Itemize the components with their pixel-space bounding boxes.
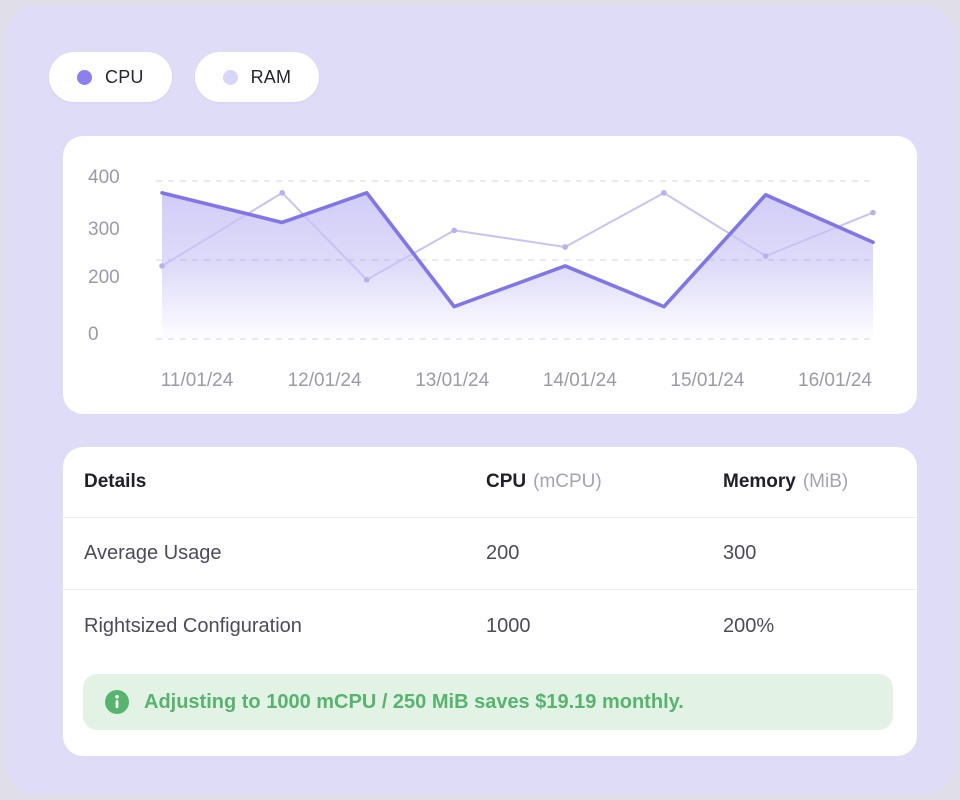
row-label: Average Usage bbox=[84, 542, 222, 564]
info-icon bbox=[105, 690, 129, 714]
x-axis-tick-label: 11/01/24 bbox=[161, 370, 234, 391]
legend-chip-ram-label: RAM bbox=[250, 66, 292, 87]
ram-point-marker bbox=[363, 276, 370, 283]
x-axis-tick-label: 14/01/24 bbox=[543, 370, 617, 391]
cpu-series-dot-icon bbox=[77, 69, 92, 85]
savings-banner: Adjusting to 1000 mCPU / 250 MiB saves $… bbox=[83, 674, 893, 730]
average-memory-value: 300 bbox=[723, 542, 757, 564]
ram-line bbox=[161, 191, 874, 281]
x-axis-tick-label: 12/01/24 bbox=[288, 370, 362, 391]
details-table-card: Details CPU (mCPU) Memory (MiB) Average Us… bbox=[63, 447, 917, 756]
table-header-row: Details CPU (mCPU) Memory (MiB) bbox=[63, 447, 917, 518]
cpu-line bbox=[160, 191, 875, 309]
x-axis-tick-label: 13/01/24 bbox=[415, 370, 489, 391]
table-row-rightsized-configuration: Rightsized Configuration 1000 200% bbox=[63, 590, 917, 662]
chart-svg[interactable]: 400 300 200 0 11/01/24 12/01/24 13/01/24 14/01/… bbox=[63, 136, 917, 414]
x-axis-tick-label: 15/01/24 bbox=[670, 370, 744, 391]
savings-text: Adjusting to 1000 mCPU / 250 MiB saves $… bbox=[144, 690, 684, 713]
ram-point-marker bbox=[762, 253, 769, 259]
table-row-average-usage: Average Usage 200 300 bbox=[63, 518, 917, 590]
panel: CPU RAM 400 300 200 0 11/01/24 12/01/24 13/01/… bbox=[6, 6, 954, 794]
legend-chip-cpu[interactable]: CPU bbox=[49, 52, 172, 102]
column-header-cpu: CPU (mCPU) bbox=[486, 471, 602, 492]
column-header-memory: Memory (MiB) bbox=[723, 471, 849, 492]
y-axis-tick-label: 300 bbox=[88, 219, 120, 240]
legend-chip-ram[interactable]: RAM bbox=[194, 52, 320, 102]
y-axis-tick-label: 400 bbox=[88, 167, 120, 188]
legend-chips: CPU RAM bbox=[49, 52, 320, 102]
row-label: Rightsized Configuration bbox=[84, 614, 302, 637]
y-axis-tick-label: 0 bbox=[88, 324, 99, 345]
rightsized-memory-value: 200% bbox=[723, 614, 775, 637]
ram-point-marker bbox=[159, 263, 165, 269]
ram-point-marker bbox=[279, 190, 285, 196]
legend-chip-cpu-label: CPU bbox=[105, 66, 144, 87]
x-axis-tick-label: 16/01/24 bbox=[798, 370, 872, 391]
average-cpu-value: 200 bbox=[486, 542, 520, 564]
ram-point-marker bbox=[451, 227, 458, 234]
cpu-area-fill bbox=[162, 192, 873, 339]
column-header-details: Details bbox=[84, 471, 147, 492]
rightsized-cpu-value: 1000 bbox=[486, 614, 531, 637]
usage-chart-card: 400 300 200 0 11/01/24 12/01/24 13/01/24 14/01/… bbox=[63, 136, 917, 414]
ram-series-dot-icon bbox=[222, 69, 238, 85]
y-axis-tick-label: 200 bbox=[88, 267, 120, 288]
ram-point-marker bbox=[870, 209, 876, 216]
ram-point-marker bbox=[661, 190, 667, 196]
ram-point-marker bbox=[562, 244, 568, 250]
